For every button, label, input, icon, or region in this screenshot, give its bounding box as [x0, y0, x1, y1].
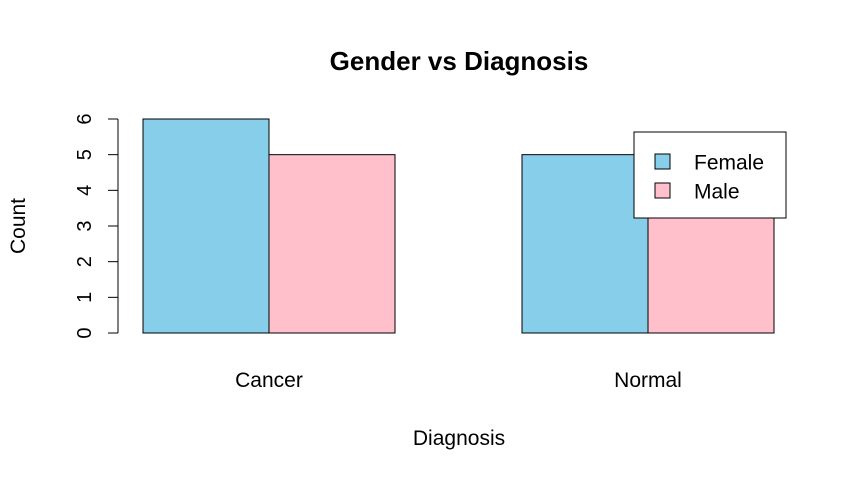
legend: Female Male — [633, 131, 787, 219]
y-axis-label: Count — [7, 198, 30, 254]
y-tick-label: 3 — [74, 220, 96, 231]
bars-group — [142, 118, 775, 334]
x-tick-labels: Cancer Normal — [235, 369, 682, 392]
y-tick-label: 6 — [74, 113, 96, 124]
chart-title: Gender vs Diagnosis — [330, 46, 589, 76]
legend-box — [633, 131, 787, 219]
legend-label-male: Male — [694, 180, 740, 203]
x-tick-label: Normal — [614, 369, 682, 392]
y-tick-label: 5 — [74, 149, 96, 160]
bar-cancer-male — [268, 154, 396, 334]
y-tick-label: 0 — [74, 327, 96, 338]
y-axis: 0 1 2 3 4 5 6 — [74, 113, 119, 339]
legend-swatch-male — [654, 182, 671, 199]
bar-cancer-female — [142, 118, 270, 334]
y-tick-label: 1 — [74, 292, 96, 303]
legend-swatch-female — [654, 153, 671, 170]
x-axis-label: Diagnosis — [413, 427, 505, 450]
x-tick-label: Cancer — [235, 369, 303, 392]
bar-normal-female — [521, 154, 649, 334]
legend-label-female: Female — [694, 151, 764, 174]
y-tick-label: 4 — [74, 185, 96, 196]
y-tick-label: 2 — [74, 256, 96, 267]
